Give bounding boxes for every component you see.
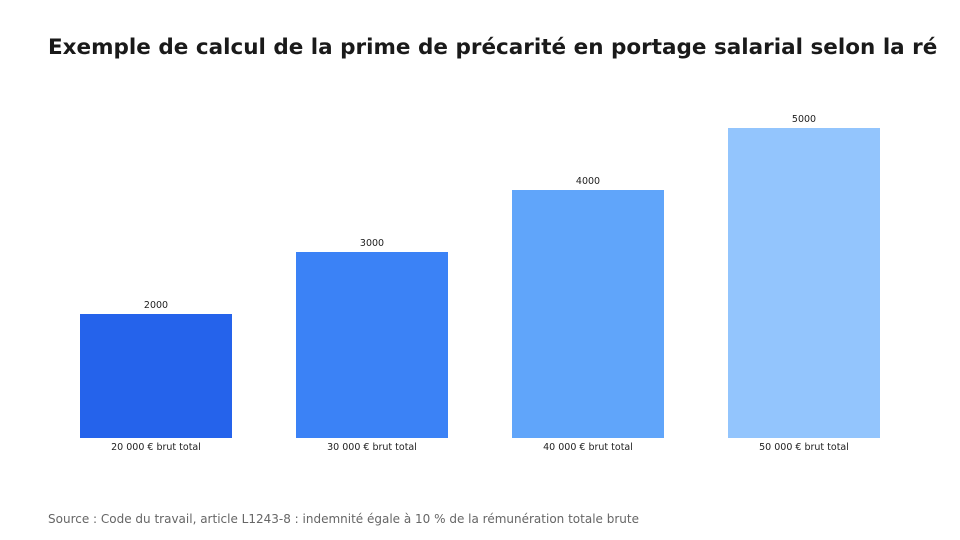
chart-title: Exemple de calcul de la prime de précari… (48, 35, 938, 60)
bar-value-label-2: 3000 (360, 238, 384, 249)
bar-1 (80, 314, 232, 438)
x-tick-label-1: 20 000 € brut total (111, 442, 201, 453)
bar-2 (296, 252, 448, 438)
bar-value-label-3: 4000 (576, 176, 600, 187)
source-note: Source : Code du travail, article L1243-… (48, 512, 639, 526)
x-tick-label-3: 40 000 € brut total (543, 442, 633, 453)
bar-3 (512, 190, 664, 438)
bar-value-label-1: 2000 (144, 300, 168, 311)
bar-4 (728, 128, 880, 438)
bar-value-label-4: 5000 (792, 114, 816, 125)
x-tick-label-2: 30 000 € brut total (327, 442, 417, 453)
x-tick-label-4: 50 000 € brut total (759, 442, 849, 453)
